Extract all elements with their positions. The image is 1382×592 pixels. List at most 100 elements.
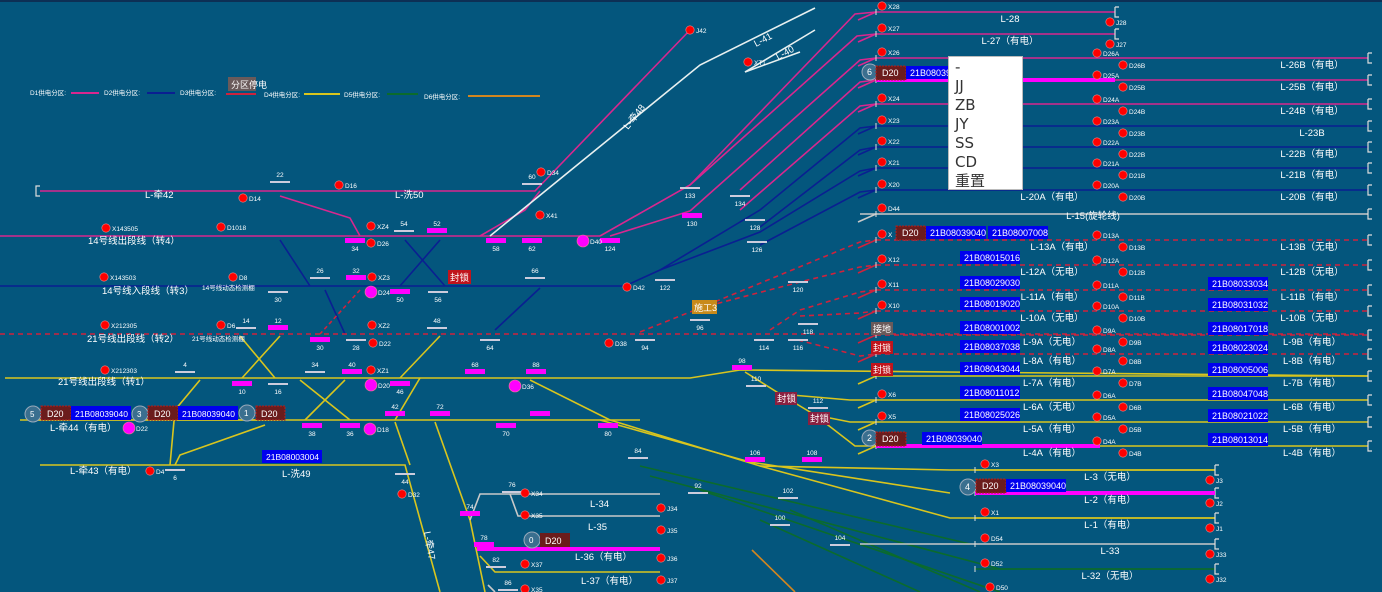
signal-icon[interactable] xyxy=(656,575,666,585)
track-qian42[interactable] xyxy=(40,29,691,192)
track-qian43[interactable] xyxy=(40,464,441,592)
signal-icon[interactable] xyxy=(366,238,376,248)
signal-icon[interactable] xyxy=(1092,70,1102,80)
signal-icon[interactable] xyxy=(1092,436,1102,446)
switch-marker[interactable] xyxy=(427,228,447,233)
switch-marker[interactable] xyxy=(342,369,362,374)
signal-icon[interactable] xyxy=(576,234,590,248)
switch-marker[interactable] xyxy=(390,289,410,294)
switch-marker[interactable] xyxy=(732,365,752,370)
track-qian48[interactable] xyxy=(489,7,816,237)
signal-icon[interactable] xyxy=(1092,137,1102,147)
outage-button[interactable] xyxy=(228,77,256,91)
d20-box[interactable] xyxy=(540,533,570,547)
switch-marker[interactable] xyxy=(385,411,405,416)
equipment-id-box[interactable] xyxy=(960,251,1020,264)
signal-icon[interactable] xyxy=(877,279,887,289)
switch-marker[interactable] xyxy=(465,369,485,374)
signal-icon[interactable] xyxy=(656,553,666,563)
dropdown-option-jy[interactable]: JY xyxy=(955,115,969,133)
signal-icon[interactable] xyxy=(536,167,546,177)
switch-marker[interactable] xyxy=(390,381,410,386)
switch-marker[interactable] xyxy=(600,238,620,243)
switch-marker[interactable] xyxy=(802,457,822,462)
equipment-id-box[interactable] xyxy=(178,406,238,420)
signal-icon[interactable] xyxy=(1092,158,1102,168)
signal-icon[interactable] xyxy=(122,421,136,435)
signal-icon[interactable] xyxy=(1118,149,1128,159)
signal-icon[interactable] xyxy=(1092,255,1102,265)
signal-icon[interactable] xyxy=(656,525,666,535)
equipment-id-box[interactable] xyxy=(922,432,982,445)
signal-icon[interactable] xyxy=(1205,523,1215,533)
signal-icon[interactable] xyxy=(877,115,887,125)
d20-box[interactable] xyxy=(255,405,286,421)
signal-icon[interactable] xyxy=(1092,94,1102,104)
signal-icon[interactable] xyxy=(520,559,530,569)
signal-icon[interactable] xyxy=(1118,313,1128,323)
signal-icon[interactable] xyxy=(985,582,995,592)
signal-icon[interactable] xyxy=(1205,574,1215,584)
equipment-id-box[interactable] xyxy=(1208,322,1268,335)
equipment-id-box[interactable] xyxy=(926,226,986,239)
switch-marker[interactable] xyxy=(345,238,365,243)
switch-marker[interactable] xyxy=(474,542,494,547)
signal-icon[interactable] xyxy=(520,510,530,520)
equipment-id-box[interactable] xyxy=(960,408,1020,421)
signal-icon[interactable] xyxy=(877,254,887,264)
signal-icon[interactable] xyxy=(877,157,887,167)
lock-tag[interactable] xyxy=(808,412,830,425)
signal-icon[interactable] xyxy=(877,136,887,146)
signal-icon[interactable] xyxy=(877,93,887,103)
signal-icon[interactable] xyxy=(877,179,887,189)
track-14-in[interactable] xyxy=(0,125,877,287)
signal-icon[interactable] xyxy=(877,300,887,310)
signal-icon[interactable] xyxy=(1118,448,1128,458)
signal-icon[interactable] xyxy=(334,180,344,190)
signal-icon[interactable] xyxy=(366,221,376,231)
equipment-id-box[interactable] xyxy=(262,450,322,463)
switch-marker[interactable] xyxy=(598,423,618,428)
switch-marker[interactable] xyxy=(232,381,252,386)
equipment-id-box[interactable] xyxy=(1208,363,1268,376)
signal-icon[interactable] xyxy=(1118,170,1128,180)
signal-icon[interactable] xyxy=(980,459,990,469)
status-tag[interactable] xyxy=(871,363,893,376)
signal-icon[interactable] xyxy=(535,210,545,220)
equipment-id-box[interactable] xyxy=(960,276,1020,289)
signal-icon[interactable] xyxy=(622,282,632,292)
lock-tag[interactable] xyxy=(448,270,471,284)
switch-marker[interactable] xyxy=(486,238,506,243)
signal-icon[interactable] xyxy=(1118,82,1128,92)
signal-icon[interactable] xyxy=(101,223,111,233)
signal-icon[interactable] xyxy=(604,338,614,348)
signal-icon[interactable] xyxy=(1118,378,1128,388)
signal-icon[interactable] xyxy=(1118,106,1128,116)
signal-icon[interactable] xyxy=(520,584,530,592)
track-l35[interactable] xyxy=(509,493,660,517)
signal-icon[interactable] xyxy=(877,411,887,421)
d20-box[interactable] xyxy=(875,431,907,447)
dropdown-option-cd[interactable]: CD xyxy=(955,153,978,171)
equipment-id-box[interactable] xyxy=(1208,409,1268,422)
signal-icon[interactable] xyxy=(1092,230,1102,240)
signal-icon[interactable] xyxy=(1118,242,1128,252)
signal-icon[interactable] xyxy=(685,25,695,35)
equipment-id-box[interactable] xyxy=(71,406,131,420)
switch-marker[interactable] xyxy=(530,411,550,416)
equipment-id-box[interactable] xyxy=(1208,433,1268,446)
dropdown-option-zb[interactable]: ZB xyxy=(955,96,976,114)
signal-icon[interactable] xyxy=(1118,337,1128,347)
dropdown-option-none[interactable]: - xyxy=(955,58,961,76)
signal-icon[interactable] xyxy=(1092,412,1102,422)
track-21-out1[interactable] xyxy=(5,369,1369,379)
signal-icon[interactable] xyxy=(1118,402,1128,412)
signal-icon[interactable] xyxy=(1105,39,1115,49)
signal-icon[interactable] xyxy=(1118,192,1128,202)
signal-icon[interactable] xyxy=(980,507,990,517)
signal-icon[interactable] xyxy=(1105,17,1115,27)
signal-icon[interactable] xyxy=(366,365,376,375)
track-l37[interactable] xyxy=(479,555,660,573)
command-dropdown[interactable]: - JJ ZB JY SS CD 重置 xyxy=(948,56,1023,190)
equipment-id-box[interactable] xyxy=(1208,277,1268,290)
